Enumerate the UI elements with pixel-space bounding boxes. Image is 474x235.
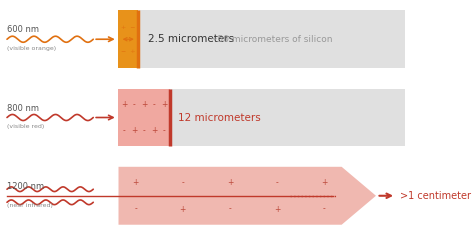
- Text: (visible red): (visible red): [7, 124, 44, 129]
- Text: -: -: [153, 100, 155, 109]
- Text: -: -: [182, 178, 184, 187]
- Text: (near infrared): (near infrared): [7, 203, 53, 208]
- Text: +: +: [132, 178, 139, 187]
- Polygon shape: [118, 167, 376, 225]
- Text: 12 micrometers: 12 micrometers: [178, 113, 260, 122]
- Text: +: +: [121, 100, 128, 109]
- Bar: [118, 89, 170, 146]
- Bar: [118, 89, 405, 146]
- Bar: [118, 10, 138, 68]
- Text: +: +: [151, 126, 157, 135]
- Bar: [118, 10, 405, 68]
- Text: +: +: [141, 100, 147, 109]
- Text: −  +: − +: [121, 49, 136, 54]
- Text: -: -: [276, 178, 279, 187]
- Text: +: +: [227, 178, 233, 187]
- Text: +  −: + −: [121, 25, 136, 30]
- Text: (visible orange): (visible orange): [7, 46, 56, 51]
- Text: -: -: [163, 126, 165, 135]
- Text: -: -: [323, 205, 326, 214]
- Text: +: +: [161, 100, 167, 109]
- Text: -: -: [123, 126, 126, 135]
- Text: -: -: [143, 126, 146, 135]
- Text: +: +: [180, 205, 186, 214]
- Text: 600 nm: 600 nm: [7, 25, 39, 34]
- Text: 2.5 micrometers: 2.5 micrometers: [148, 34, 235, 44]
- Text: +: +: [274, 205, 281, 214]
- Text: 1200 nm: 1200 nm: [7, 182, 44, 191]
- Text: >1 centimeter: >1 centimeter: [400, 191, 471, 201]
- Text: +: +: [131, 126, 137, 135]
- Text: +: +: [321, 178, 328, 187]
- Text: -: -: [228, 205, 231, 214]
- Text: 800 nm: 800 nm: [7, 104, 39, 113]
- Text: ~50 micrometers of silicon: ~50 micrometers of silicon: [210, 35, 333, 44]
- Text: -: -: [134, 205, 137, 214]
- Text: -: -: [133, 100, 136, 109]
